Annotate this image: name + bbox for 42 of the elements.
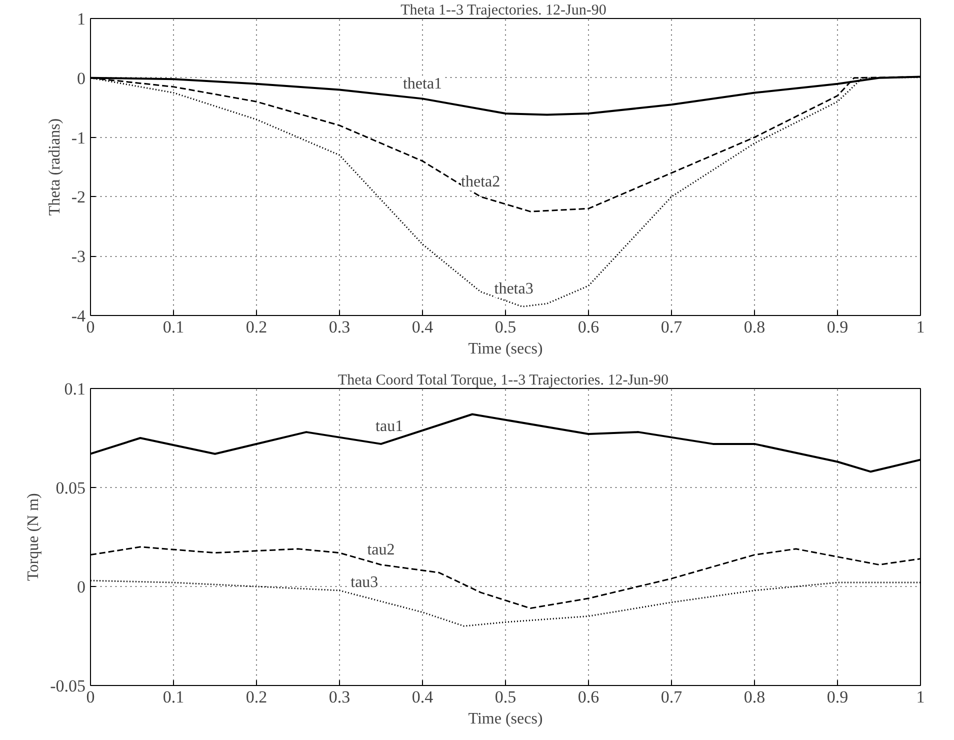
- x-tick-label: 1: [916, 688, 925, 706]
- series-label: theta3: [494, 280, 534, 298]
- y-tick-label: -3: [71, 247, 86, 266]
- series-label: theta1: [402, 76, 442, 93]
- x-tick-label: 1: [916, 318, 925, 336]
- y-tick-label: -1: [71, 128, 86, 148]
- x-axis-title: Time (secs): [468, 340, 543, 358]
- y-tick-label: 0: [77, 68, 86, 88]
- x-tick-label: 0.4: [412, 318, 434, 336]
- x-tick-label: 0.8: [744, 318, 766, 336]
- x-tick-label: 0.1: [162, 318, 184, 336]
- y-tick-label: 1: [77, 10, 86, 28]
- x-tick-label: 0.2: [246, 318, 268, 336]
- x-tick-label: 0.7: [660, 688, 683, 706]
- y-tick-label: 0.1: [64, 380, 86, 398]
- x-tick-label: 0.7: [660, 318, 683, 336]
- x-tick-label: 0.1: [162, 688, 184, 706]
- y-tick-label: 0: [77, 578, 86, 596]
- x-axis-title: Time (secs): [468, 710, 543, 728]
- x-tick-label: 0.5: [494, 318, 516, 336]
- x-tick-label: 0.3: [328, 318, 350, 336]
- series-label: tau1: [376, 418, 404, 436]
- x-tick-label: 0.3: [328, 688, 350, 706]
- series-label: tau3: [350, 574, 378, 591]
- x-tick-label: 0.2: [246, 688, 268, 706]
- x-tick-label: 0.9: [826, 688, 848, 706]
- y-tick-label: 0.05: [56, 478, 86, 498]
- y-tick-label: -0.05: [50, 676, 86, 696]
- series-label: theta2: [461, 174, 500, 191]
- y-tick-label: -2: [71, 188, 86, 207]
- x-tick-label: 0.8: [744, 688, 766, 706]
- x-tick-label: 0.4: [412, 688, 434, 706]
- x-tick-label: 0.6: [578, 318, 600, 336]
- y-axis-title: Torque (N m): [25, 493, 42, 581]
- chart-title: Theta 1--3 Trajectories. 12-Jun-90: [400, 2, 606, 18]
- x-tick-label: 0.6: [578, 688, 600, 706]
- y-tick-label: -4: [71, 306, 86, 326]
- y-axis-title: Theta (radians): [46, 118, 64, 216]
- x-tick-label: 0.9: [826, 318, 848, 336]
- x-tick-label: 0.5: [494, 688, 516, 706]
- series-label: tau2: [367, 542, 395, 559]
- chart-title: Theta Coord Total Torque, 1--3 Trajectories. 12-Jun-90: [338, 372, 669, 388]
